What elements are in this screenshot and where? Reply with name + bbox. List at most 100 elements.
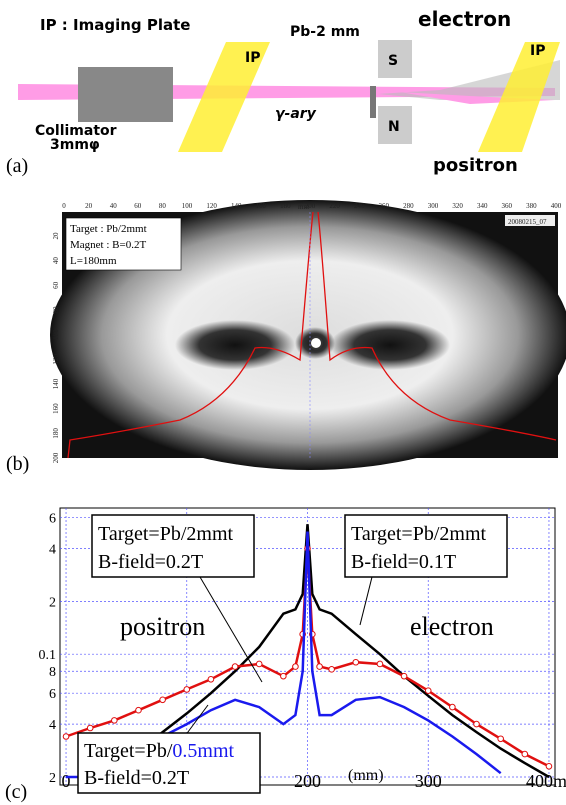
label: S <box>388 53 398 69</box>
magnet <box>378 106 412 144</box>
tick-label: 40 <box>110 202 118 210</box>
marker <box>400 672 408 680</box>
tick-label: 80 <box>159 202 167 210</box>
tick-label: 140 <box>52 378 60 389</box>
y-tick-label: 4 <box>49 542 56 557</box>
y-tick-label: 2 <box>49 595 56 610</box>
x-axis-unit: (mm) <box>348 767 384 784</box>
tick-label: 0 <box>62 202 66 210</box>
panel-label: (c) <box>5 781 27 803</box>
annotation: B-field=0.2T <box>98 551 203 573</box>
tick-label: 160 <box>52 403 60 414</box>
tick-label: 220 <box>329 202 340 210</box>
tick-label: 140 <box>231 202 242 210</box>
panel-label: (b) <box>6 453 29 475</box>
series-label: positron <box>120 612 205 641</box>
series-line <box>113 524 550 779</box>
tick-label: 100 <box>52 329 60 340</box>
annotation: Target=Pb/2mmt <box>98 523 234 545</box>
marker <box>62 733 70 740</box>
marker <box>111 717 118 724</box>
tick-label: 300 <box>428 202 439 210</box>
info-box <box>65 217 182 271</box>
imaging-plate <box>478 42 560 152</box>
tick-label: 180 <box>280 202 291 210</box>
marker <box>473 720 480 728</box>
info-text: Target : Pb/2mmt <box>70 223 147 235</box>
top-axis: 0 20 40 60 80 100 120 140 160 180 200 220 240 260 280 3… <box>52 202 562 463</box>
marker <box>255 660 263 668</box>
tick-label: 100 <box>182 202 193 210</box>
marker <box>292 663 299 670</box>
leader <box>199 576 263 683</box>
annotation: 0.5mmt <box>172 740 234 762</box>
x-tick-label: 300 <box>415 771 442 791</box>
tick-label: 200 <box>52 452 60 463</box>
label: positron <box>433 155 518 176</box>
pb-plate <box>370 86 376 118</box>
marker <box>280 672 287 680</box>
marker <box>497 735 504 743</box>
tick-label: 320 <box>452 202 463 210</box>
collimator <box>78 67 173 122</box>
x-tick-label: 0 <box>62 771 71 791</box>
y-tick-label: 6 <box>49 687 56 702</box>
axis-unit: mm <box>298 203 309 211</box>
annotation-box <box>77 732 261 794</box>
tick-label: 60 <box>52 281 60 289</box>
tick-label: 400 <box>551 202 562 210</box>
label: γ-ary <box>275 106 317 122</box>
tick-label: 160 <box>256 202 267 210</box>
tick-label: 360 <box>502 202 513 210</box>
marker <box>449 703 456 711</box>
image-spot <box>309 336 323 350</box>
imaging-plate <box>178 42 270 152</box>
tick-label: 120 <box>52 354 60 365</box>
marker <box>183 686 191 693</box>
annotation: B-field=0.1T <box>351 551 456 573</box>
leader <box>359 576 373 626</box>
y-tick-label: 2 <box>49 771 56 786</box>
x-tick-label: 200 <box>294 771 321 791</box>
panel-b: Target : Pb/2mmt Magnet : B=0.2T L=180mm… <box>6 200 566 475</box>
tick-label: 200 <box>305 202 316 210</box>
stamp: 20080215_07 <box>508 218 547 226</box>
tick-label: 260 <box>379 202 390 210</box>
annotation-box <box>91 514 255 578</box>
label: Collimator <box>35 123 117 139</box>
x-tick-label: 400m <box>526 771 566 791</box>
marker <box>86 724 94 732</box>
panel-label: (a) <box>6 155 28 177</box>
tick-label: 20 <box>85 202 93 210</box>
marker <box>328 666 335 673</box>
image-blob <box>330 320 450 370</box>
y-tick-label: 8 <box>49 665 56 680</box>
label: Pb-2 mm <box>290 24 360 40</box>
annotation: Target=Pb/0.5mmt <box>84 740 235 762</box>
panel-c-overlay: (c) positron electron (mm) Target=Pb/2mm… <box>5 514 508 803</box>
info-text: L=180mm <box>70 255 117 267</box>
series-label: electron <box>410 612 494 641</box>
label: electron <box>418 7 511 31</box>
tick-label: 40 <box>52 257 60 265</box>
tick-label: 340 <box>477 202 488 210</box>
tick-label: 280 <box>403 202 414 210</box>
image-trace <box>67 211 557 459</box>
panel-a: IP : Imaging Plate Pb-2 mm electron IP I… <box>6 7 560 177</box>
tick-label: 240 <box>354 202 365 210</box>
label: 3mmφ <box>50 137 100 153</box>
label: N <box>388 119 400 135</box>
marker <box>376 660 384 668</box>
y-tick-label: 4 <box>49 718 56 733</box>
annotation: B-field=0.2T <box>84 767 189 789</box>
marker <box>352 658 360 666</box>
tick-label: 20 <box>52 232 60 240</box>
marker <box>231 663 239 670</box>
marker <box>424 687 432 694</box>
y-tick-label: 0.1 <box>39 648 57 663</box>
y-tick-label: 6 <box>49 512 56 527</box>
tick-label: 380 <box>526 202 537 210</box>
label: IP <box>245 50 260 66</box>
tick-label: 60 <box>134 202 142 210</box>
